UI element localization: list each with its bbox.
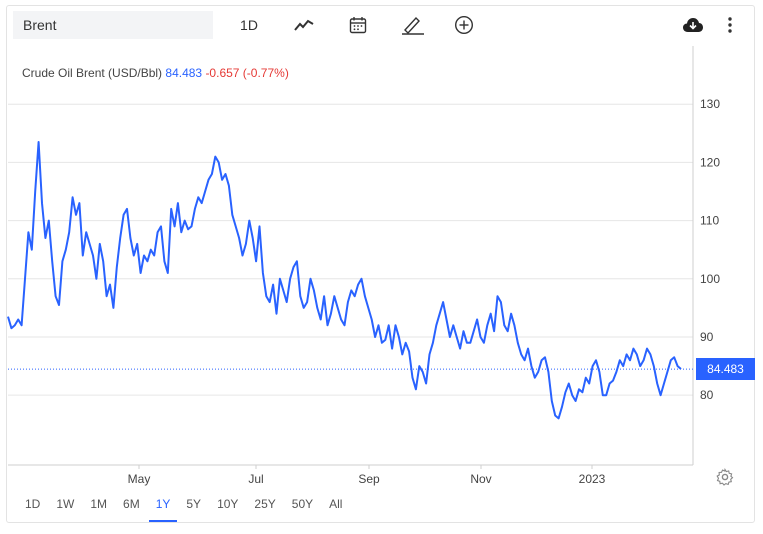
x-tick-label: Sep: [358, 472, 380, 486]
x-tick-label: Nov: [470, 472, 491, 486]
range-button-10y[interactable]: 10Y: [217, 497, 239, 511]
x-tick-label: Jul: [248, 472, 263, 486]
legend-symbol-name: Crude Oil Brent (USD/Bbl): [22, 66, 163, 80]
range-button-6m[interactable]: 6M: [123, 497, 140, 511]
x-tick-label: 2023: [579, 472, 606, 486]
y-tick-label: 100: [700, 272, 720, 286]
chart-legend: Crude Oil Brent (USD/Bbl) 84.483 -0.657 …: [22, 66, 289, 80]
y-tick-label: 120: [700, 155, 720, 169]
symbol-search-input[interactable]: [13, 11, 213, 39]
range-button-1d[interactable]: 1D: [25, 497, 41, 511]
legend-price-change: -0.657 (-0.77%): [205, 66, 289, 80]
settings-gear-icon[interactable]: [716, 468, 734, 486]
plus-circle-icon[interactable]: [452, 12, 476, 38]
range-button-all[interactable]: All: [329, 497, 343, 511]
y-tick-label: 90: [700, 330, 714, 344]
last-price-badge: 84.483: [696, 358, 755, 381]
y-tick-label: 80: [700, 388, 714, 402]
range-button-50y[interactable]: 50Y: [291, 497, 314, 511]
range-selector: 1D 1W 1M 6M 1Y 5Y 10Y 25Y 50Y All: [18, 490, 351, 522]
chart-widget: [6, 5, 755, 523]
range-button-5y[interactable]: 5Y: [186, 497, 202, 511]
range-button-1w[interactable]: 1W: [56, 497, 75, 511]
pencil-icon[interactable]: [400, 12, 426, 38]
legend-last-price: 84.483: [165, 66, 203, 80]
line-chart-icon[interactable]: [292, 12, 316, 38]
more-vertical-icon[interactable]: [720, 12, 740, 38]
price-series-line: [7, 141, 682, 420]
x-tick-label: May: [128, 472, 151, 486]
calendar-icon[interactable]: [346, 12, 370, 38]
range-button-25y[interactable]: 25Y: [254, 497, 276, 511]
range-button-1m[interactable]: 1M: [90, 497, 108, 511]
interval-button[interactable]: 1D: [240, 17, 258, 33]
range-button-1y[interactable]: 1Y: [148, 490, 178, 522]
download-cloud-icon[interactable]: [681, 12, 705, 38]
y-tick-label: 130: [700, 97, 720, 111]
y-tick-label: 110: [700, 214, 719, 228]
